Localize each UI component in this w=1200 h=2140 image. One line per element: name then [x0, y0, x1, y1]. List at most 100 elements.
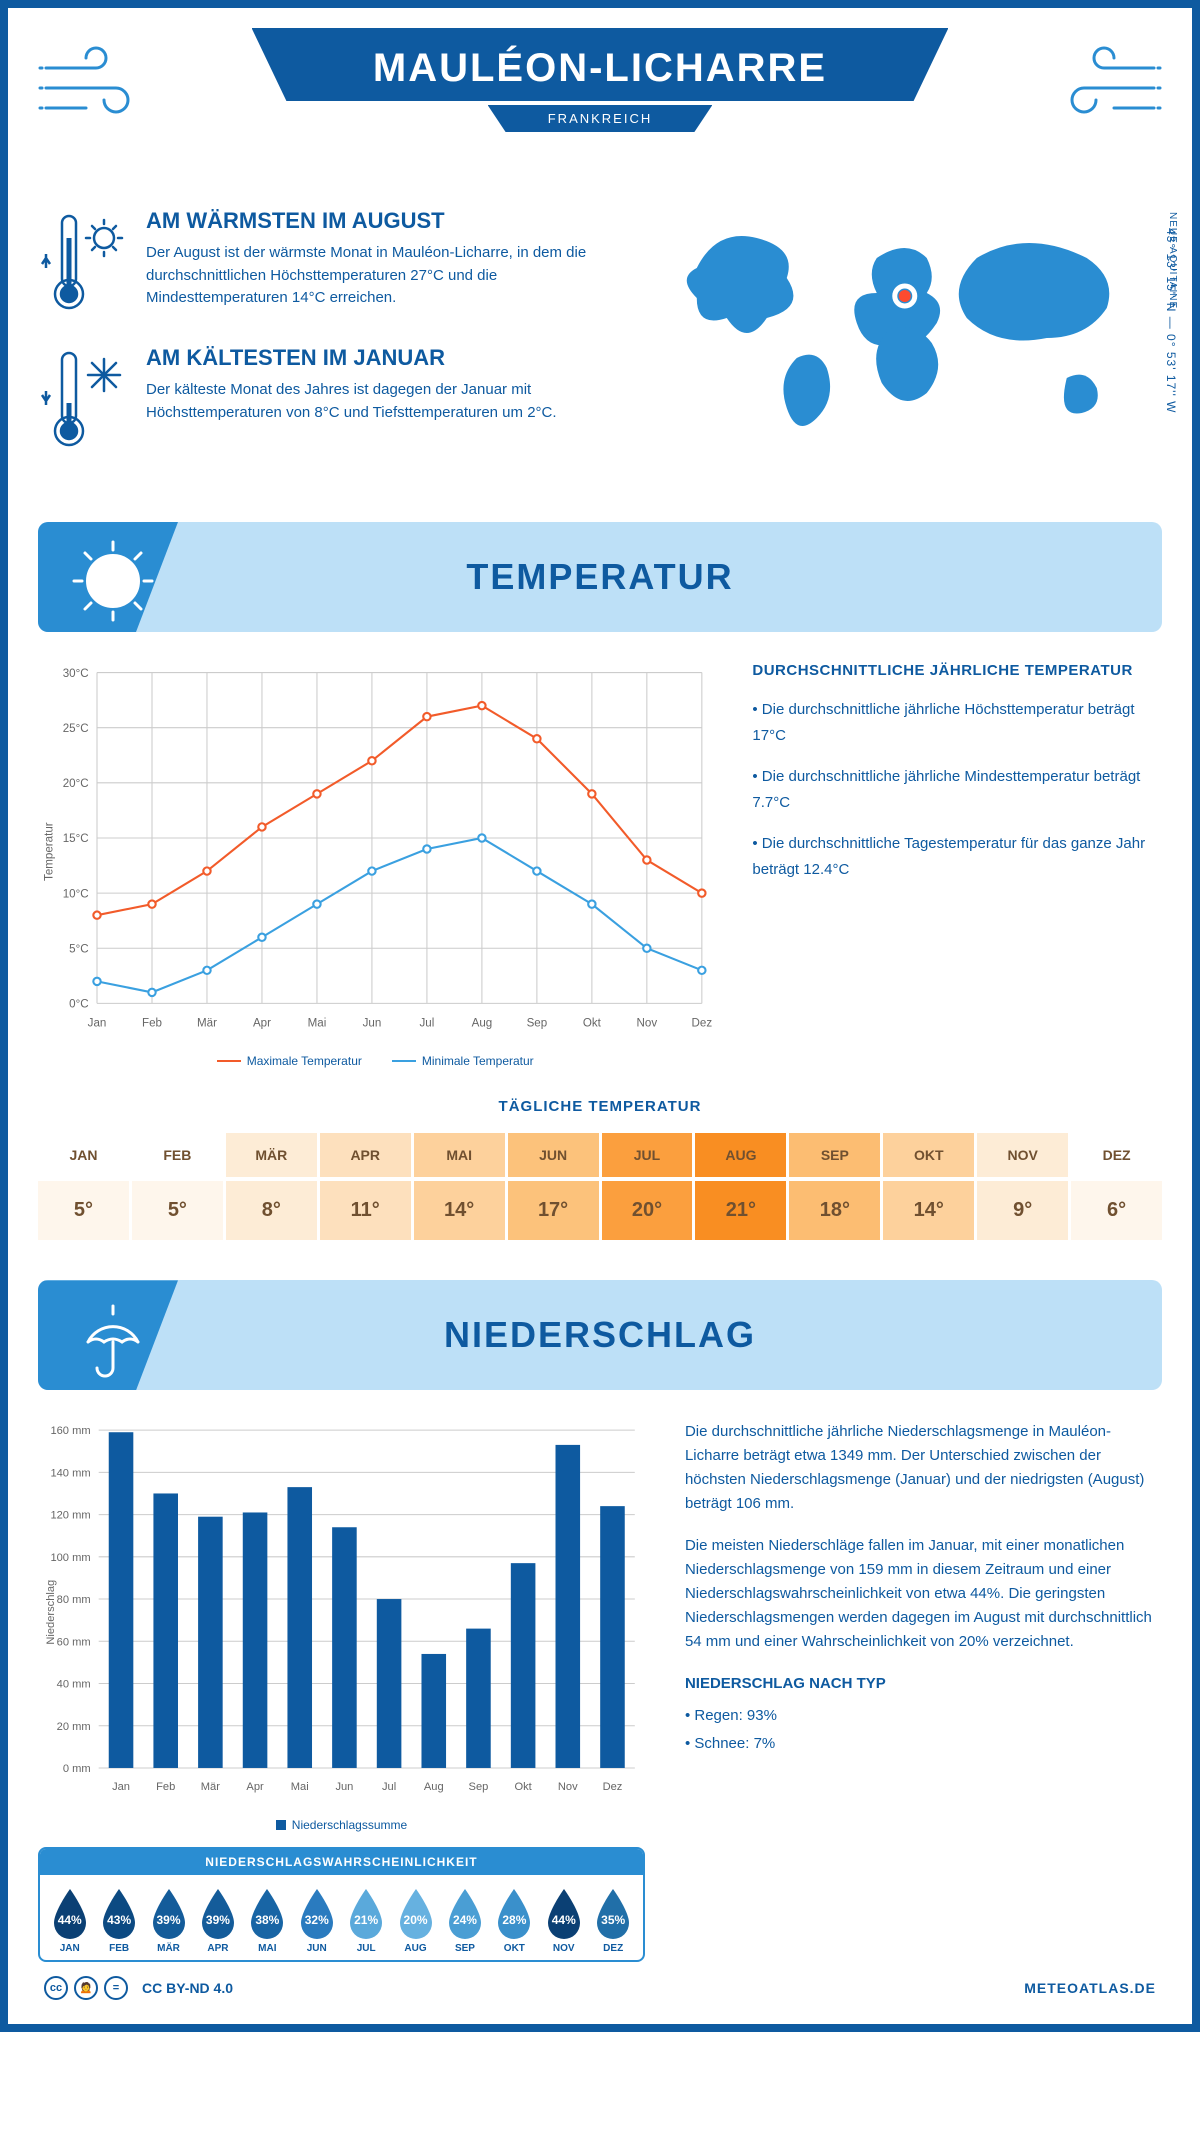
month-value-cell: 21°: [695, 1181, 786, 1240]
legend-min: Minimale Temperatur: [422, 1054, 534, 1068]
svg-text:80 mm: 80 mm: [57, 1594, 91, 1606]
precip-type-title: NIEDERSCHLAG NACH TYP: [685, 1672, 1162, 1696]
svg-text:10°C: 10°C: [63, 888, 89, 900]
temperature-chart: 0°C5°C10°C15°C20°C25°C30°CJanFebMärAprMa…: [38, 662, 712, 1068]
month-head-cell: FEB: [132, 1133, 223, 1177]
svg-text:Mär: Mär: [201, 1782, 220, 1794]
svg-text:Mär: Mär: [197, 1018, 217, 1030]
svg-text:Nov: Nov: [637, 1018, 658, 1030]
month-head-cell: APR: [320, 1133, 411, 1177]
temperature-info: DURCHSCHNITTLICHE JÄHRLICHE TEMPERATUR •…: [752, 662, 1162, 1068]
coldest-title: AM KÄLTESTEN IM JANUAR: [146, 345, 622, 371]
license-text: CC BY-ND 4.0: [142, 1980, 233, 1996]
coords-label: 43° 13' 15'' N — 0° 53' 17'' W: [1164, 228, 1178, 413]
svg-text:Mai: Mai: [291, 1782, 309, 1794]
subtitle-banner: FRANKREICH: [488, 105, 713, 132]
svg-text:Apr: Apr: [246, 1782, 264, 1794]
month-value-cell: 11°: [320, 1181, 411, 1240]
prob-drop: 28%OKT: [491, 1887, 538, 1954]
svg-text:30°C: 30°C: [63, 668, 89, 680]
svg-text:Jul: Jul: [382, 1782, 396, 1794]
month-value-cell: 18°: [789, 1181, 880, 1240]
precip-type-bullet: • Regen: 93%: [685, 1704, 1162, 1728]
svg-text:Feb: Feb: [142, 1018, 162, 1030]
month-value-cell: 17°: [508, 1181, 599, 1240]
svg-text:Aug: Aug: [472, 1018, 493, 1030]
prob-drop: 39%APR: [194, 1887, 241, 1954]
svg-text:20°C: 20°C: [63, 778, 89, 790]
prob-drop: 43%FEB: [95, 1887, 142, 1954]
precip-section-bar: NIEDERSCHLAG: [38, 1280, 1162, 1390]
umbrella-icon: [68, 1294, 158, 1389]
month-head-cell: NOV: [977, 1133, 1068, 1177]
prob-drop: 20%AUG: [392, 1887, 439, 1954]
temperature-legend: Maximale Temperatur Minimale Temperatur: [38, 1054, 712, 1068]
warmest-title: AM WÄRMSTEN IM AUGUST: [146, 208, 622, 234]
prob-drop: 21%JUL: [342, 1887, 389, 1954]
svg-text:Niederschlag: Niederschlag: [45, 1580, 57, 1645]
month-value-cell: 20°: [602, 1181, 693, 1240]
month-value-cell: 6°: [1071, 1181, 1162, 1240]
temp-bullet: • Die durchschnittliche Tagestemperatur …: [752, 831, 1162, 882]
legend-precip: Niederschlagssumme: [292, 1818, 407, 1832]
thermometer-cold-icon: [38, 345, 128, 460]
page-title: MAULÉON-LICHARRE: [252, 46, 949, 91]
prob-drop: 32%JUN: [293, 1887, 340, 1954]
svg-text:Jul: Jul: [420, 1018, 435, 1030]
month-head-cell: DEZ: [1071, 1133, 1162, 1177]
svg-text:100 mm: 100 mm: [50, 1552, 90, 1564]
daily-temp-title: TÄGLICHE TEMPERATUR: [38, 1098, 1162, 1115]
month-head-cell: SEP: [789, 1133, 880, 1177]
prob-drop: 44%JAN: [46, 1887, 93, 1954]
svg-text:25°C: 25°C: [63, 723, 89, 735]
precip-type-bullet: • Schnee: 7%: [685, 1732, 1162, 1756]
svg-text:20 mm: 20 mm: [57, 1721, 91, 1733]
month-head-cell: JAN: [38, 1133, 129, 1177]
month-head-cell: OKT: [883, 1133, 974, 1177]
svg-text:120 mm: 120 mm: [50, 1510, 90, 1522]
svg-text:0°C: 0°C: [69, 999, 88, 1011]
svg-text:Aug: Aug: [424, 1782, 444, 1794]
precip-heading: NIEDERSCHLAG: [444, 1314, 756, 1356]
temperature-heading: TEMPERATUR: [466, 556, 733, 598]
thermometer-hot-icon: [38, 208, 128, 323]
svg-text:5°C: 5°C: [69, 943, 88, 955]
wind-icon: [38, 38, 158, 133]
precip-para1: Die durchschnittliche jährliche Niedersc…: [685, 1420, 1162, 1516]
month-head-cell: AUG: [695, 1133, 786, 1177]
precip-legend: Niederschlagssumme: [38, 1818, 645, 1832]
svg-text:60 mm: 60 mm: [57, 1637, 91, 1649]
svg-text:Jan: Jan: [88, 1018, 107, 1030]
sun-icon: [68, 536, 158, 631]
svg-text:160 mm: 160 mm: [50, 1426, 90, 1438]
svg-text:Okt: Okt: [583, 1018, 602, 1030]
month-head-cell: JUL: [602, 1133, 693, 1177]
prob-drop: 35%DEZ: [589, 1887, 636, 1954]
svg-text:Sep: Sep: [527, 1018, 548, 1030]
prob-drop: 38%MAI: [244, 1887, 291, 1954]
svg-text:15°C: 15°C: [63, 833, 89, 845]
precip-chart: 0 mm20 mm40 mm60 mm80 mm100 mm120 mm140 …: [38, 1420, 645, 1831]
nd-icon: =: [104, 1976, 128, 2000]
month-head-cell: MÄR: [226, 1133, 317, 1177]
precip-info: Die durchschnittliche jährliche Niedersc…: [685, 1420, 1162, 1831]
prob-drop: 24%SEP: [441, 1887, 488, 1954]
svg-text:Mai: Mai: [308, 1018, 327, 1030]
precip-para2: Die meisten Niederschläge fallen im Janu…: [685, 1534, 1162, 1654]
svg-text:140 mm: 140 mm: [50, 1468, 90, 1480]
svg-text:0 mm: 0 mm: [63, 1763, 91, 1775]
wind-icon: [1042, 38, 1162, 133]
prob-drop: 44%NOV: [540, 1887, 587, 1954]
title-banner: MAULÉON-LICHARRE: [252, 28, 949, 101]
temperature-info-title: DURCHSCHNITTLICHE JÄHRLICHE TEMPERATUR: [752, 662, 1162, 679]
month-head-cell: JUN: [508, 1133, 599, 1177]
precip-prob-title: NIEDERSCHLAGSWAHRSCHEINLICHKEIT: [40, 1849, 643, 1875]
temp-bullet: • Die durchschnittliche jährliche Mindes…: [752, 764, 1162, 815]
svg-text:Jan: Jan: [112, 1782, 130, 1794]
month-value-cell: 5°: [38, 1181, 129, 1240]
month-value-cell: 14°: [883, 1181, 974, 1240]
site-name: METEOATLAS.DE: [1024, 1980, 1156, 1996]
cc-icon: cc: [44, 1976, 68, 2000]
temperature-section-bar: TEMPERATUR: [38, 522, 1162, 632]
svg-text:Okt: Okt: [514, 1782, 531, 1794]
